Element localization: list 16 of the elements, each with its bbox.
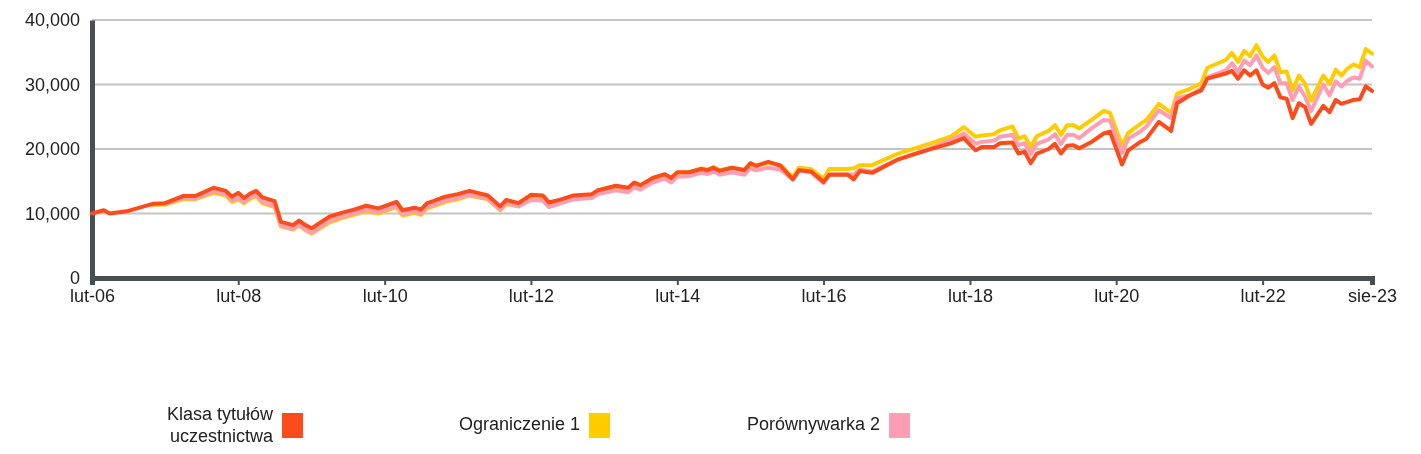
x-tick-label: sie-23 — [1347, 285, 1398, 306]
x-tick-label: lut-22 — [1240, 285, 1286, 306]
x-tick-label: lut-14 — [655, 285, 701, 306]
x-tick-label: lut-20 — [1094, 285, 1140, 306]
x-tick-label: lut-08 — [216, 285, 262, 306]
x-tick-label: lut-12 — [508, 285, 554, 306]
y-tick-label: 30,000 — [24, 74, 80, 95]
legend-label: Ograniczenie 1 — [458, 414, 580, 434]
y-tick-label: 10,000 — [24, 203, 80, 224]
x-tick-label: lut-10 — [362, 285, 408, 306]
y-tick-label: 40,000 — [24, 10, 80, 31]
x-tick-label: lut-18 — [947, 285, 993, 306]
legend-label: Porównywarka 2 — [746, 414, 880, 434]
legend-label: Klasa tytułów uczestnictwa — [166, 404, 274, 446]
x-tick-label: lut-16 — [801, 285, 847, 306]
y-tick-label: 20,000 — [24, 139, 80, 160]
